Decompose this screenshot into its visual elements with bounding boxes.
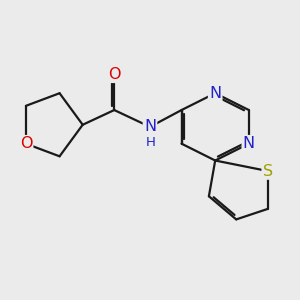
Text: O: O — [20, 136, 32, 151]
Text: N: N — [209, 86, 221, 101]
Text: H: H — [146, 136, 156, 149]
Text: O: O — [108, 67, 121, 82]
Text: N: N — [243, 136, 255, 151]
Text: N: N — [144, 119, 156, 134]
Text: S: S — [263, 164, 273, 178]
